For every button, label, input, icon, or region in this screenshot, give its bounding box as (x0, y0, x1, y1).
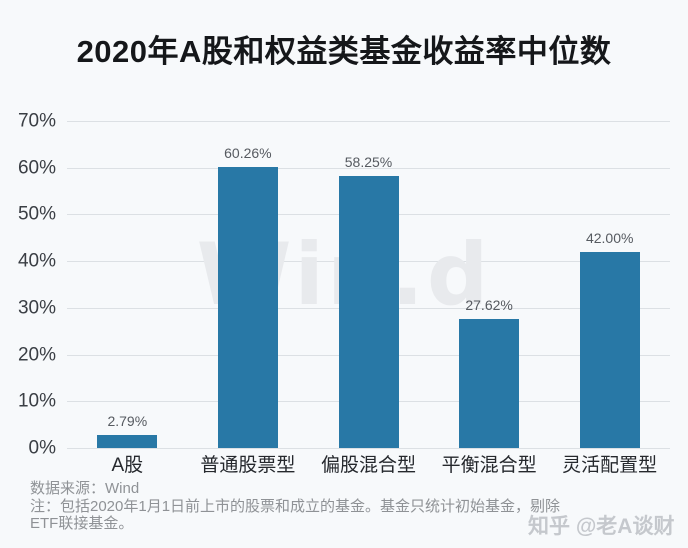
y-axis-tick-label: 10% (17, 390, 56, 412)
grid-line (67, 448, 670, 449)
note-text-line1: 注：包括2020年1月1日前上市的股票和成立的基金。基金只统计初始基金，剔除 (30, 497, 561, 515)
chart-bar (459, 318, 520, 448)
zhihu-author-watermark: 知乎 @老A谈财 (528, 515, 675, 538)
y-axis-tick-label: 60% (17, 157, 56, 179)
chart-bar (579, 251, 640, 448)
bar-value-label: 2.79% (107, 412, 148, 429)
grid-line (67, 121, 670, 122)
y-axis-tick-label: 40% (17, 250, 56, 272)
chart-bar (338, 175, 399, 448)
bar-value-label: 27.62% (465, 296, 513, 313)
plot-area: Win.d 0%10%20%30%40%50%60%70%2.79%A股60.2… (18, 112, 670, 476)
y-axis-tick-label: 30% (17, 297, 56, 319)
y-axis-tick-label: 20% (17, 344, 56, 366)
x-axis-category-label: 平衡混合型 (441, 455, 537, 476)
note-text-line2: ETF联接基金。 (30, 515, 134, 532)
bar-value-label: 60.26% (224, 144, 272, 161)
x-axis-category-label: 灵活配置型 (562, 455, 658, 476)
y-axis-tick-label: 50% (17, 203, 56, 225)
footer-notes: 数据来源：Wind 注：包括2020年1月1日前上市的股票和成立的基金。基金只统… (30, 480, 560, 533)
chart-bar (97, 434, 158, 448)
x-axis-category-label: A股 (111, 455, 144, 476)
y-axis-tick-label: 70% (17, 110, 56, 132)
bar-value-label: 58.25% (344, 153, 393, 170)
y-axis-tick-label: 0% (28, 437, 56, 459)
x-axis-category-label: 普通股票型 (200, 455, 296, 476)
bar-value-label: 42.00% (585, 229, 634, 246)
grid-line (67, 167, 670, 169)
chart-bar (217, 166, 278, 448)
x-axis-category-label: 偏股混合型 (320, 455, 417, 476)
data-source-text: 数据来源：Wind (30, 480, 140, 497)
chart-title: 2020年A股和权益类基金收益率中位数 (76, 34, 612, 69)
